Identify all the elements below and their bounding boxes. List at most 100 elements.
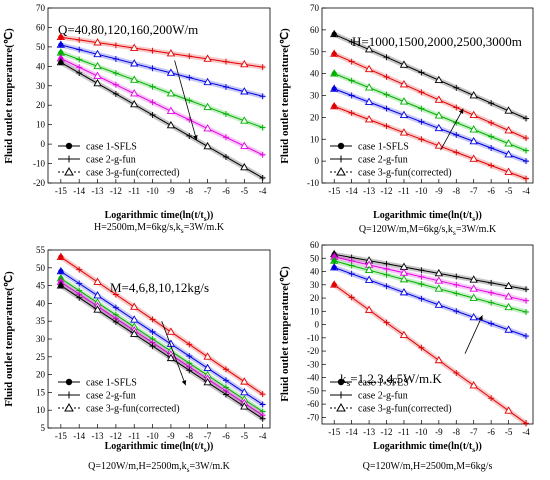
data-point-triangle [469, 284, 478, 292]
x-axis-label: Logarithmic time(ln(t/ts)) [373, 441, 482, 454]
series-2 [56, 40, 266, 100]
x-tick-label: -14 [346, 427, 358, 437]
legend-marker-plus [65, 391, 73, 399]
legend-label: case 2-g-fun [86, 155, 136, 166]
x-tick-label: -8 [453, 427, 461, 437]
data-point-triangle [166, 327, 176, 335]
panel-annotation-main: k [340, 371, 347, 386]
data-point-plus [383, 260, 390, 267]
data-point-plus [523, 420, 530, 427]
legend-marker-plus [337, 155, 345, 163]
data-point-plus [488, 145, 495, 151]
data-point-circle [58, 283, 64, 289]
data-point-plus [222, 83, 229, 90]
series-4 [330, 263, 530, 340]
data-point-triangle [166, 89, 176, 97]
data-point-plus [149, 316, 156, 323]
data-point-plus [488, 320, 495, 327]
x-tick-label: -7 [470, 186, 478, 196]
x-tick-label: -5 [241, 186, 249, 196]
legend-marker-triangle [64, 402, 74, 412]
data-point-triangle [240, 141, 249, 149]
data-point-circle [331, 86, 337, 92]
y-tick-label: -20 [307, 346, 319, 356]
data-point-triangle [504, 125, 513, 134]
data-point-circle [58, 42, 64, 48]
y-tick-label: 55 [36, 245, 46, 255]
series-line [334, 73, 527, 152]
x-tick-label: -9 [167, 186, 175, 196]
data-point-triangle [240, 87, 249, 95]
data-point-triangle [240, 59, 249, 68]
data-point-circle [58, 59, 64, 66]
x-axis-label-sub: s [204, 214, 207, 223]
y-tick-label: -10 [307, 178, 319, 188]
y-tick-label: -40 [307, 373, 319, 383]
legend-marker-plus [337, 391, 345, 399]
y-axis-label: Fluid outlet temperature(℃) [3, 271, 15, 407]
panel-caption: H=2500m,M=6kg/s,ks=3W/m.K [94, 222, 225, 235]
x-tick-label: -8 [453, 186, 461, 196]
data-point-triangle [399, 274, 409, 283]
x-tick-label: -13 [363, 186, 375, 196]
data-point-plus [348, 92, 355, 99]
series-line [334, 105, 527, 180]
series-2 [330, 49, 530, 142]
y-tick-label: 0 [315, 156, 320, 166]
data-point-plus [76, 69, 83, 76]
data-point-plus [523, 135, 530, 142]
legend-label: case 3-g-fun(corrected) [358, 404, 452, 415]
x-tick-label: -7 [204, 431, 212, 441]
data-point-plus [453, 131, 460, 138]
data-point-triangle [130, 302, 139, 310]
trend-arrow [464, 315, 483, 354]
x-tick-label: -11 [128, 431, 140, 441]
legend-label: case 3-g-fun(corrected) [358, 168, 452, 179]
legend-label: case 3-g-fun(corrected) [86, 404, 180, 415]
x-tick-label: -10 [147, 431, 159, 441]
data-point-circle [331, 103, 337, 110]
x-tick-label: -13 [92, 186, 104, 196]
data-point-triangle [434, 75, 444, 84]
data-point-plus [186, 53, 193, 60]
data-point-triangle [434, 141, 444, 149]
x-tick-label: -5 [505, 186, 513, 196]
x-tick-label: -9 [435, 186, 443, 196]
data-point-triangle [434, 111, 444, 119]
data-point-circle [331, 264, 337, 271]
panel-caption-end: =3W/m.K [190, 461, 231, 472]
data-point-plus [149, 343, 156, 350]
data-point-plus [76, 46, 83, 53]
data-point-plus [488, 162, 495, 169]
legend-marker-triangle [64, 166, 74, 176]
data-point-plus [186, 132, 193, 139]
y-tick-label: 35 [36, 316, 46, 326]
data-point-plus [383, 123, 390, 130]
data-point-plus [418, 344, 425, 351]
legend-label: case 2-g-fun [358, 155, 408, 166]
panel-caption-sub: s [187, 465, 190, 474]
panel-annotation: Q=40,80,120,160,200W/m [58, 22, 198, 37]
data-point-plus [418, 273, 425, 280]
data-point-plus [112, 304, 119, 311]
data-point-triangle [364, 64, 374, 73]
data-point-triangle [130, 59, 139, 67]
data-point-plus [488, 279, 495, 286]
data-point-triangle [364, 45, 374, 53]
x-axis-label-main: Logarithmic time(ln(t/t [105, 441, 205, 452]
data-point-plus [488, 133, 495, 140]
data-point-triangle [469, 312, 478, 321]
panel-caption-main: H=2500m,M=6kg/s,k [94, 222, 181, 233]
panel-caption-main: Q=120W/m,M=6kg/s,k [359, 224, 453, 235]
data-point-triangle [203, 377, 212, 386]
data-point-plus [259, 401, 266, 408]
data-point-plus [488, 100, 495, 107]
legend-marker-circle [65, 142, 73, 150]
data-point-triangle [434, 355, 444, 364]
data-point-circle [331, 51, 337, 57]
data-point-plus [112, 81, 119, 88]
series-line [60, 52, 263, 129]
data-point-triangle [504, 302, 513, 311]
x-tick-label: -13 [92, 431, 104, 441]
y-tick-label: 5 [41, 423, 46, 433]
